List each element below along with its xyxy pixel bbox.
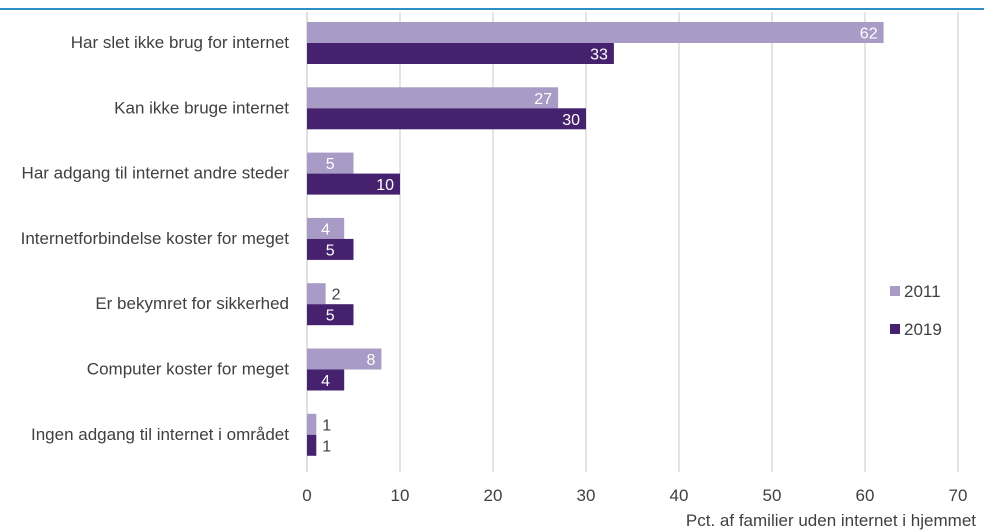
legend: 2011 2019 xyxy=(890,282,942,339)
data-label: 1 xyxy=(322,438,331,455)
data-label: 2 xyxy=(332,287,341,304)
bar-2011 xyxy=(307,152,354,174)
legend-label: 2011 xyxy=(904,282,941,301)
data-label: 30 xyxy=(562,112,580,129)
gridlines xyxy=(306,12,959,472)
x-axis-title: Pct. af familier uden internet i hjemmet xyxy=(686,511,976,530)
x-tick-label: 10 xyxy=(391,486,410,505)
bar-2011 xyxy=(307,22,884,43)
bar-2019 xyxy=(307,369,345,391)
data-label: 4 xyxy=(321,373,330,390)
legend-swatch-2019 xyxy=(890,324,900,334)
x-tick-label: 0 xyxy=(302,486,311,505)
bar-2011 xyxy=(307,413,317,435)
x-axis-ticks: 0 10 20 30 40 50 60 70 xyxy=(302,486,967,505)
data-label: 5 xyxy=(326,242,335,259)
legend-label: 2019 xyxy=(904,320,942,339)
x-tick-label: 40 xyxy=(670,486,689,505)
x-tick-label: 70 xyxy=(949,486,968,505)
bar-2019 xyxy=(307,304,354,326)
x-tick-label: 50 xyxy=(763,486,782,505)
category-label: Ingen adgang til internet i området xyxy=(31,425,289,444)
bar-2011 xyxy=(307,283,326,305)
bar-2019 xyxy=(307,173,400,195)
data-label: 27 xyxy=(534,91,552,108)
bars: 62 33 27 30 5 10 4 5 2 5 8 4 1 1 xyxy=(307,22,884,456)
x-tick-label: 60 xyxy=(856,486,875,505)
category-label: Har slet ikke brug for internet xyxy=(71,33,290,52)
bar-2011 xyxy=(307,348,382,370)
category-label: Har adgang til internet andre steder xyxy=(22,164,290,183)
data-label: 5 xyxy=(326,308,335,325)
data-label: 8 xyxy=(366,352,375,369)
bar-2019 xyxy=(307,434,317,456)
bar-2011 xyxy=(307,217,345,239)
data-label: 4 xyxy=(321,221,330,238)
data-label: 33 xyxy=(590,47,608,64)
bar-2011 xyxy=(307,87,559,109)
category-label: Kan ikke bruge internet xyxy=(114,98,289,117)
bar-2019 xyxy=(307,108,586,130)
x-tick-label: 30 xyxy=(577,486,596,505)
data-label: 5 xyxy=(326,156,335,173)
category-label: Er bekymret for sikkerhed xyxy=(95,294,289,313)
category-label: Internetforbindelse koster for meget xyxy=(21,229,290,248)
category-label: Computer koster for meget xyxy=(87,360,289,379)
data-label: 1 xyxy=(322,417,331,434)
bar-2019 xyxy=(307,238,354,260)
data-label: 62 xyxy=(860,26,878,43)
category-labels: Har slet ikke brug for internet Kan ikke … xyxy=(21,33,290,444)
legend-swatch-2011 xyxy=(890,286,900,296)
top-rule xyxy=(0,8,984,10)
data-label: 10 xyxy=(376,177,394,194)
x-tick-label: 20 xyxy=(484,486,503,505)
bar-2019 xyxy=(307,43,614,64)
